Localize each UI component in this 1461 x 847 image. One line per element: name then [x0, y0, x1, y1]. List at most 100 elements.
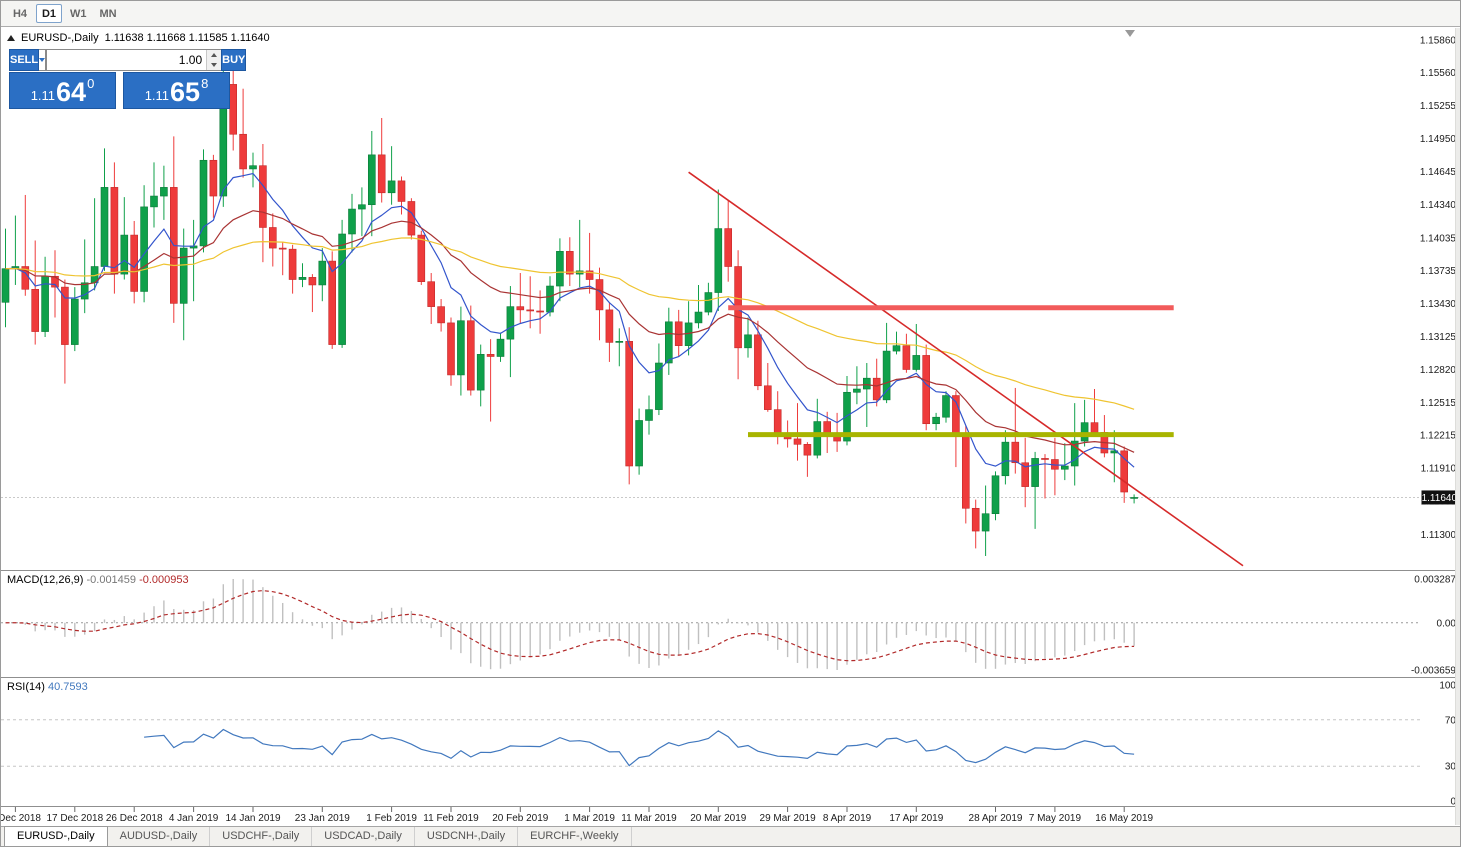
sell-price-big: 64 — [56, 77, 87, 107]
candle-body — [902, 345, 911, 370]
candle-body — [694, 311, 703, 324]
candle-body — [1080, 422, 1089, 442]
candle-body — [1041, 458, 1049, 460]
candle-body — [872, 377, 881, 401]
chart-shift-marker — [1125, 30, 1135, 37]
date-label: 17 Dec 2018 — [46, 813, 103, 824]
candle-body — [1001, 441, 1010, 477]
candle-body — [179, 247, 188, 304]
price-axis-label: 1.14645 — [1420, 167, 1457, 178]
chevron-down-icon — [39, 58, 46, 62]
date-label: 23 Jan 2019 — [295, 813, 350, 824]
volume-decrease-button[interactable] — [207, 60, 222, 70]
tab-usdchf-daily[interactable]: USDCHF-,Daily — [210, 827, 313, 846]
tab-audusd-daily[interactable]: AUDUSD-,Daily — [108, 827, 211, 846]
tab-eurusd-daily[interactable]: EURUSD-,Daily — [4, 826, 108, 846]
candle-body — [892, 345, 901, 352]
candle-body — [328, 260, 337, 345]
candle-body — [615, 341, 624, 343]
candle-body — [655, 362, 663, 410]
candle-body — [516, 306, 525, 311]
date-label: 20 Mar 2019 — [690, 813, 747, 824]
macd-main-value: -0.001459 — [86, 574, 137, 586]
candle-body — [813, 421, 822, 456]
candle-body — [110, 187, 119, 275]
tab-usdcnh-daily[interactable]: USDCNH-,Daily — [415, 827, 519, 846]
candle-body — [1130, 497, 1138, 499]
timeframe-d1-button[interactable]: D1 — [36, 4, 62, 23]
candle-body — [150, 195, 158, 208]
symbol-label: EURUSD-,Daily — [21, 32, 99, 44]
buy-price-main: 1.11 — [144, 88, 170, 103]
date-label: 11 Mar 2019 — [621, 813, 677, 824]
chart-title: EURUSD-,Daily 1.11638 1.11668 1.11585 1.… — [7, 32, 270, 44]
sell-button[interactable]: SELL — [9, 49, 40, 71]
candle-body — [160, 187, 168, 197]
tab-eurchf-weekly[interactable]: EURCHF-,Weekly — [518, 827, 632, 846]
candle-body — [754, 334, 762, 387]
candle-body — [664, 321, 673, 364]
buy-price-display[interactable]: 1.11 65 8 — [123, 72, 230, 109]
candle-body — [763, 385, 772, 410]
candle-body — [447, 322, 455, 376]
buy-button[interactable]: BUY — [221, 49, 247, 71]
price-axis-label: 1.15560 — [1420, 68, 1457, 79]
candle-body — [427, 281, 436, 307]
volume-dropdown-button[interactable] — [39, 49, 47, 71]
collapse-panel-icon[interactable] — [7, 35, 15, 41]
price-axis-label: 1.12215 — [1420, 431, 1457, 442]
volume-input[interactable] — [47, 50, 207, 70]
date-label: 17 Apr 2019 — [889, 813, 943, 824]
macd-signal-line — [5, 589, 1135, 662]
candle-body — [249, 165, 257, 170]
tab-usdcad-daily[interactable]: USDCAD-,Daily — [312, 827, 415, 846]
price-axis-label: 1.14950 — [1420, 134, 1457, 145]
candle-body — [961, 434, 970, 509]
candle-body — [942, 395, 950, 418]
macd-axis-label: 0.003287 — [1414, 575, 1456, 586]
timeframe-h4-button[interactable]: H4 — [7, 4, 33, 23]
sell-price-display[interactable]: 1.11 64 0 — [9, 72, 116, 109]
vertical-scrollbar[interactable] — [1455, 28, 1460, 825]
buy-price-pip: 8 — [201, 76, 209, 91]
candle-body — [526, 309, 535, 312]
candle-body — [308, 277, 317, 286]
candle-body — [1120, 450, 1128, 493]
candle-body — [853, 388, 861, 393]
price-axis-label: 1.11300 — [1421, 530, 1457, 541]
candle-body — [862, 377, 871, 390]
price-axis-label: 1.12820 — [1420, 365, 1457, 376]
candle-body — [377, 154, 386, 194]
price-axis-label: 1.12515 — [1420, 398, 1457, 409]
candle-body — [704, 292, 713, 313]
candle-body — [605, 309, 614, 343]
macd-name: MACD(12,26,9) — [7, 574, 84, 586]
moving-average-21-line — [5, 210, 1135, 453]
candle-body — [338, 233, 346, 345]
volume-increase-button[interactable] — [207, 50, 222, 60]
candle-body — [476, 354, 485, 391]
price-axis-label: 1.13430 — [1420, 299, 1457, 310]
candle-body — [773, 409, 782, 435]
candle-body — [922, 355, 931, 425]
candle-body — [536, 310, 544, 313]
timeframe-toolbar: H4 D1 W1 MN — [1, 1, 1460, 27]
timeframe-w1-button[interactable]: W1 — [65, 4, 92, 23]
candle-body — [793, 438, 802, 445]
candle-body — [61, 286, 69, 345]
rsi-axis-label: 100 — [1439, 681, 1456, 692]
candle-body — [51, 275, 59, 288]
candle-body — [506, 306, 515, 340]
timeframe-mn-button[interactable]: MN — [95, 4, 122, 23]
candle-body — [1061, 465, 1069, 470]
sell-price-main: 1.11 — [30, 88, 56, 103]
candle-body — [1070, 440, 1079, 467]
price-axis-label: 1.14035 — [1420, 233, 1457, 244]
candle-body — [318, 260, 327, 286]
candle-body — [437, 306, 445, 324]
rsi-value: 40.7593 — [47, 681, 88, 693]
date-label: 4 Jan 2019 — [169, 813, 219, 824]
moving-average-55-line — [5, 237, 1135, 410]
